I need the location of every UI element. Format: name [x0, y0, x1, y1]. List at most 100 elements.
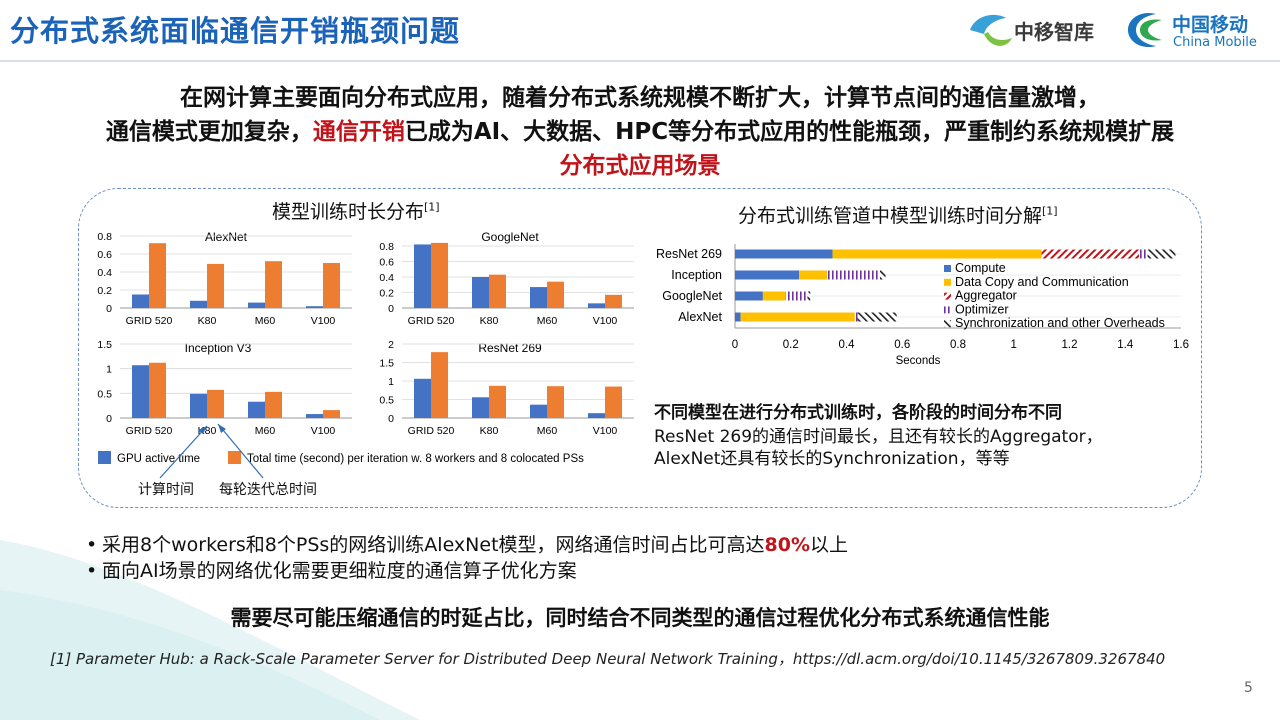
subchart-title: AlexNet: [205, 230, 248, 244]
logo2-chinese: 中国移动: [1172, 14, 1249, 36]
segment-compute: [735, 249, 833, 259]
bar-total-time: [431, 352, 448, 418]
bar-total-time: [431, 242, 448, 308]
x-tick-label: M60: [255, 315, 276, 327]
bar-gpu-active: [530, 404, 547, 418]
page-number: 5: [1244, 680, 1253, 696]
legend-label: Data Copy and Communication: [955, 275, 1129, 289]
legend-swatch: [944, 265, 951, 272]
legend-swatch: [944, 320, 951, 328]
findings-line-1: ResNet 269的通信时间最长，且还有较长的Aggregator，: [654, 427, 1103, 447]
subchart-title: ResNet 269: [478, 341, 542, 355]
bullet-item-2: • 面向AI场景的网络优化需要更细粒度的通信算子优化方案: [86, 560, 577, 582]
x-tick-label: GRID 520: [408, 315, 455, 327]
conclusion-statement: 需要尽可能压缩通信的时延占比，同时结合不同类型的通信过程优化分布式系统通信性能: [230, 606, 1050, 630]
x-tick-label: V100: [593, 315, 618, 327]
segment-optimizer: [1139, 249, 1148, 259]
legend-label: Optimizer: [955, 302, 1008, 316]
legend-swatch-total: [228, 451, 241, 464]
callout-iteration-total-time: 每轮迭代总时间: [219, 482, 317, 498]
x-tick-label: M60: [537, 315, 558, 327]
legend-label: Compute: [955, 261, 1006, 275]
x-tick-label: K80: [198, 315, 217, 327]
y-tick-label: 0.5: [379, 395, 394, 407]
y-tick-label: 0: [388, 303, 394, 315]
segment-optimizer: [785, 291, 808, 301]
zhongyi-zhiku-logo: [970, 14, 1012, 46]
y-tick-label: 1: [106, 364, 112, 376]
legend-label: Synchronization and other Overheads: [955, 316, 1165, 330]
x-tick-label: M60: [255, 425, 276, 437]
bar-total-time: [207, 263, 224, 308]
legend-label: Aggregator: [955, 289, 1017, 303]
segment-data-copy-communication: [832, 249, 1042, 259]
x-tick-label: 1.2: [1062, 339, 1078, 351]
x-tick-label: 0.6: [894, 339, 910, 351]
bar-total-time: [605, 294, 622, 308]
callout-arrowhead-total: [218, 424, 226, 433]
callout-compute-time: 计算时间: [138, 482, 194, 498]
segment-compute: [735, 291, 763, 301]
bar-gpu-active: [248, 401, 265, 418]
y-tick-label: 0: [106, 413, 112, 425]
logo2-english: China Mobile: [1173, 35, 1257, 50]
y-tick-label: 1.5: [379, 358, 394, 370]
bar-gpu-active: [306, 414, 323, 418]
x-tick-label: GRID 520: [408, 425, 455, 437]
legend-swatch: [944, 292, 951, 300]
intro-line-1: 在网计算主要面向分布式应用，随着分布式系统规模不断扩大，计算节点间的通信量激增，: [180, 85, 1100, 111]
highlight-communication-overhead: 通信开销: [312, 119, 405, 145]
bar-total-time: [323, 263, 340, 308]
segment-compute: [735, 270, 800, 280]
y-tick-label: 0.8: [97, 231, 112, 243]
bar-gpu-active: [530, 287, 547, 308]
x-tick-label: V100: [593, 425, 618, 437]
bar-gpu-active: [190, 300, 207, 308]
callout-arrow-total: [217, 423, 264, 479]
reference-citation: [1] Parameter Hub: a Rack-Scale Paramete…: [50, 650, 1166, 668]
y-tick-label: 0.4: [379, 272, 394, 284]
charts-panel: [78, 188, 1202, 508]
right-chart-title: 分布式训练管道中模型训练时间分解[1]: [738, 204, 1058, 227]
segment-compute: [735, 312, 741, 322]
callout-arrow-compute: [159, 425, 208, 479]
x-tick-label: 1.4: [1117, 339, 1134, 351]
bar-gpu-active: [414, 378, 431, 418]
y-tick-label: 0.5: [97, 388, 112, 400]
y-tick-label: 2: [388, 339, 394, 351]
bar-gpu-active: [588, 303, 605, 308]
legend-total-label: Total time (second) per iteration w. 8 w…: [247, 453, 584, 465]
y-tick-label: 0.2: [379, 288, 394, 300]
highlight-80-percent: 80%: [764, 534, 811, 556]
findings-headline: 不同模型在进行分布式训练时，各阶段的时间分布不同: [654, 403, 1062, 423]
y-tick-label: 1.5: [97, 339, 112, 351]
bar-total-time: [207, 389, 224, 418]
segment-optimizer: [854, 312, 858, 322]
segment-aggregator: [1041, 249, 1140, 259]
x-tick-label: K80: [480, 315, 499, 327]
bar-total-time: [323, 410, 340, 418]
bar-total-time: [547, 386, 564, 418]
bar-gpu-active: [132, 294, 149, 308]
bar-gpu-active: [248, 302, 265, 308]
findings-line-2: AlexNet还具有较长的Synchronization，等等: [654, 449, 1010, 469]
y-tick-label: 0.6: [97, 249, 112, 261]
bar-total-time: [149, 362, 166, 418]
x-tick-label: K80: [480, 425, 499, 437]
y-tick-label: 0.6: [379, 257, 394, 269]
subchart-title: Inception V3: [185, 341, 252, 355]
segment-optimizer: [826, 270, 880, 280]
subchart-title: GoogleNet: [481, 230, 539, 244]
x-tick-label: GRID 520: [126, 425, 173, 437]
segment-synchronization: [879, 270, 886, 280]
y-category-label: ResNet 269: [656, 247, 722, 261]
bar-gpu-active: [472, 277, 489, 308]
legend-swatch-gpu: [98, 451, 111, 464]
bar-gpu-active: [588, 413, 605, 418]
charts-svg: AlexNet 0 0.2 0.4 0.6 0.8 GRID 520 K80 M60 V100 Go…: [97, 230, 1189, 479]
china-mobile-logo-icon: [1128, 12, 1162, 48]
bar-total-time: [605, 386, 622, 418]
background-wave: [0, 540, 420, 720]
y-category-label: GoogleNet: [662, 289, 722, 303]
bar-gpu-active: [472, 397, 489, 418]
